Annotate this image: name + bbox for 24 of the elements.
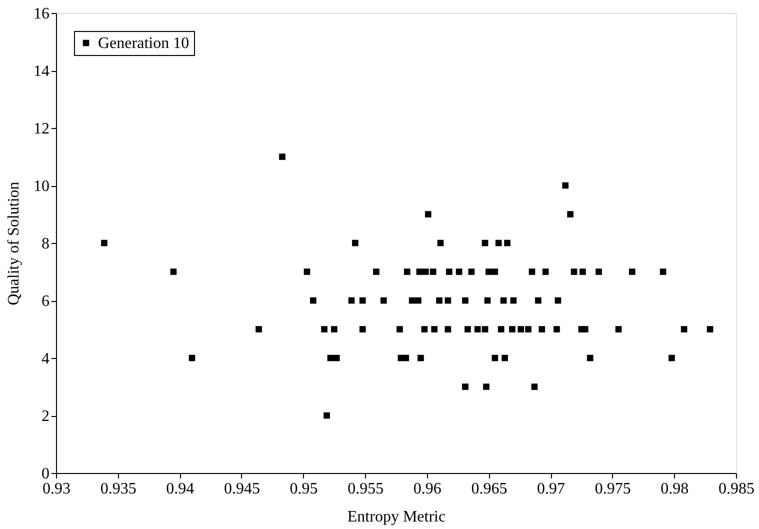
y-tick-label: 4: [42, 350, 50, 368]
y-tick-label: 16: [34, 6, 50, 22]
x-tick-label: 0.94: [166, 480, 194, 498]
x-axis-title: Entropy Metric: [347, 508, 446, 526]
y-tick-label: 14: [34, 63, 50, 80]
x-tick-label: 0.965: [471, 480, 508, 498]
legend-label: Generation 10: [98, 35, 190, 52]
x-tick-label: 0.945: [224, 480, 260, 498]
x-tick-label: 0.98: [660, 480, 689, 498]
x-tick-label: 0.95: [290, 480, 318, 498]
x-tick-label: 0.985: [718, 480, 754, 498]
x-tick-label: 0.975: [594, 480, 631, 498]
y-tick-label: 0: [42, 466, 50, 482]
y-tick-label: 8: [42, 236, 50, 252]
y-tick-label: 6: [42, 293, 50, 310]
x-tick-label: 0.955: [348, 480, 384, 498]
y-tick-label: 2: [42, 408, 50, 425]
y-tick-label: 10: [34, 178, 50, 195]
x-tick-label: 0.96: [413, 480, 442, 498]
x-tick-label: 0.935: [100, 480, 136, 498]
y-axis-title: Quality of Solution: [6, 182, 22, 306]
x-tick-label: 0.93: [42, 480, 70, 498]
y-tick-label: 12: [34, 120, 50, 138]
x-tick-label: 0.97: [537, 480, 566, 498]
